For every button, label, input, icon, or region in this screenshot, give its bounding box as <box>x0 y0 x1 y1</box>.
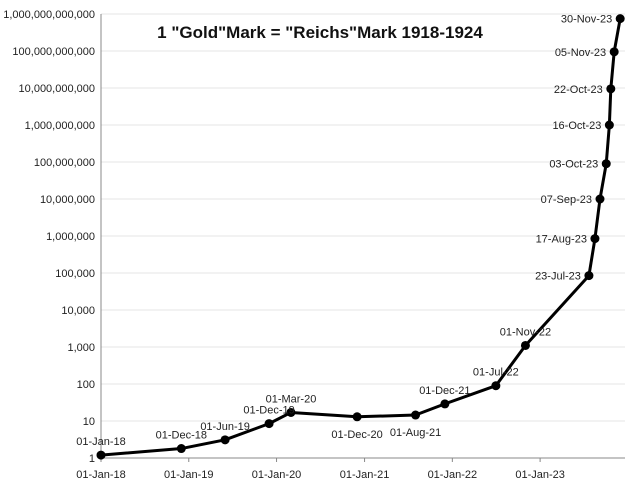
data-point-label: 30-Nov-23 <box>561 14 612 26</box>
chart-title: 1 "Gold"Mark = "Reichs"Mark 1918-1924 <box>157 23 483 42</box>
data-point-label: 17-Aug-23 <box>536 234 587 246</box>
y-tick-label: 10,000 <box>61 305 95 317</box>
data-point-label: 01-Dec-20 <box>331 429 382 441</box>
y-tick-labels: 1 10 100 1,000 10,000 100,000 1,000,000 10,000,… <box>3 9 95 465</box>
data-point <box>176 444 186 454</box>
data-point <box>590 234 600 244</box>
data-point <box>220 435 230 445</box>
y-tick-label: 1,000,000,000,000 <box>3 9 95 21</box>
y-tick-label: 10,000,000,000 <box>19 83 95 95</box>
data-point <box>96 450 106 460</box>
data-point-label: 22-Oct-23 <box>554 84 603 96</box>
data-point <box>609 47 619 57</box>
data-point-label: 05-Nov-23 <box>555 47 606 59</box>
series <box>96 14 625 460</box>
data-point <box>595 194 605 204</box>
data-point-label: 01-Jan-18 <box>76 436 126 448</box>
data-point <box>352 412 362 422</box>
x-tick-label: 01-Jan-23 <box>515 469 565 481</box>
x-tick-label: 01-Jan-18 <box>76 469 126 481</box>
x-tick-label: 01-Jan-19 <box>164 469 214 481</box>
data-point-label: 01-Dec-21 <box>419 385 470 397</box>
data-point <box>601 159 611 169</box>
y-tick-label: 1 <box>89 453 95 465</box>
x-tick-label: 01-Jan-22 <box>428 469 478 481</box>
y-tick-label: 100,000,000,000 <box>12 46 95 58</box>
data-point <box>286 407 296 417</box>
data-point-label: 01-Jul-22 <box>473 367 519 379</box>
y-tick-label: 10,000,000 <box>40 194 95 206</box>
y-tick-label: 100,000 <box>55 268 95 280</box>
y-tick-label: 100 <box>77 379 95 391</box>
data-point-label: 03-Oct-23 <box>549 159 598 171</box>
y-tick-label: 1,000,000,000 <box>25 120 95 132</box>
data-point-label: 16-Oct-23 <box>552 120 601 132</box>
data-point-label: 01-Aug-21 <box>390 427 441 439</box>
x-tick-label: 01-Jan-20 <box>252 469 302 481</box>
data-point <box>615 14 625 24</box>
data-point-label: 07-Sep-23 <box>541 194 592 206</box>
data-point-label: 23-Jul-23 <box>535 271 581 283</box>
y-tick-label: 10 <box>83 416 95 428</box>
axes <box>100 14 625 462</box>
data-point-label: 01-Jun-19 <box>200 421 250 433</box>
series-line <box>100 18 622 457</box>
data-point <box>411 410 421 420</box>
data-point-label: 01-Nov-22 <box>500 326 551 338</box>
x-tick-label: 01-Jan-21 <box>340 469 390 481</box>
data-point <box>520 340 530 350</box>
data-point <box>604 120 614 130</box>
data-point-label: 01-Dec-18 <box>156 430 207 442</box>
y-tick-label: 100,000,000 <box>34 157 95 169</box>
data-point <box>584 271 594 281</box>
data-point-label: 01-Dec-19 <box>243 405 294 417</box>
data-point <box>440 399 450 409</box>
x-tick-labels: 01-Jan-18 01-Jan-19 01-Jan-20 01-Jan-21 01-J… <box>76 469 565 481</box>
data-point-label: 01-Mar-20 <box>266 393 317 405</box>
y-tick-label: 1,000 <box>67 342 95 354</box>
grid-lines <box>101 13 625 459</box>
data-point <box>606 84 616 94</box>
data-point <box>491 381 501 391</box>
data-point <box>264 419 274 429</box>
y-tick-label: 1,000,000 <box>46 231 95 243</box>
